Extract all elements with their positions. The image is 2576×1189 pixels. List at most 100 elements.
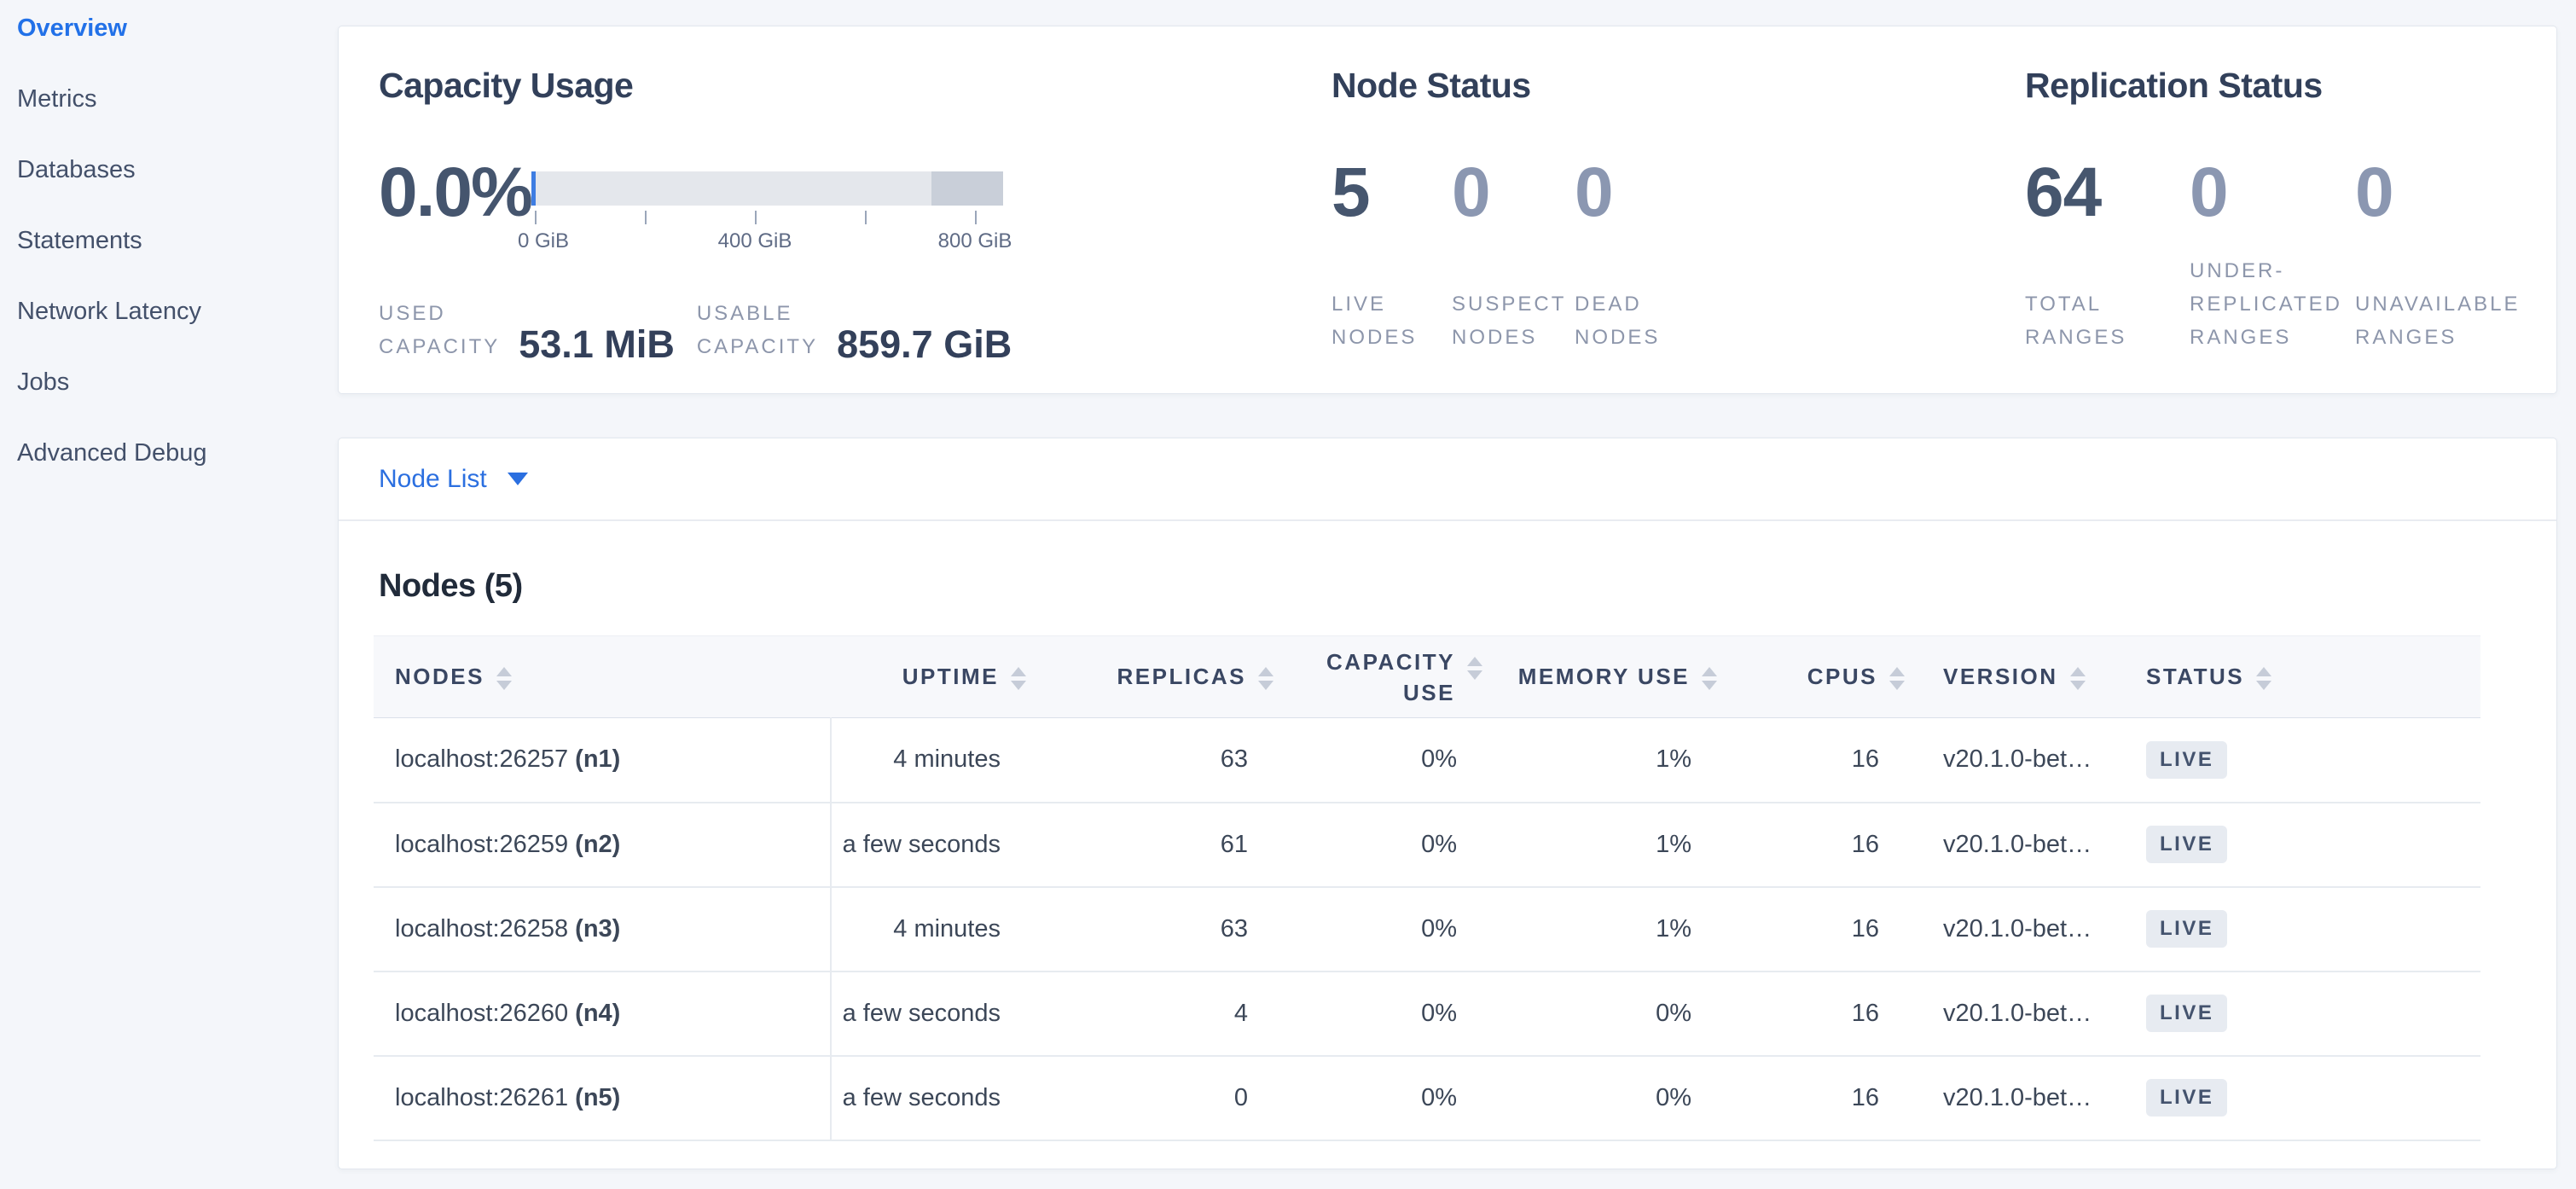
axis-tick-label: 400 GiB (717, 229, 792, 252)
node-list-toolbar: Node List (339, 438, 2556, 521)
memory-use-cell: 0% (1500, 1055, 1738, 1141)
cpus-cell: 16 (1738, 1055, 1926, 1141)
capacity-use-cell: 0% (1295, 717, 1500, 803)
column-header-status[interactable]: STATUS (2139, 635, 2480, 718)
capacity-used-percent: 0.0% (379, 154, 533, 231)
column-header-memory-use[interactable]: MEMORY USE (1500, 635, 1738, 718)
axis-tick (975, 211, 977, 224)
version-cell: v20.1.0-bet… (1926, 802, 2139, 888)
status-cell: LIVE (2139, 971, 2480, 1057)
uptime-cell: a few seconds (831, 802, 1047, 888)
sidebar-item-overview[interactable]: Overview (17, 14, 127, 42)
uptime-cell: 4 minutes (831, 717, 1047, 803)
table-row: localhost:26257 (n1) 4 minutes 63 0% 1% 1… (374, 717, 2480, 803)
node-address-cell: localhost:26259 (n2) (374, 802, 832, 888)
status-cell: LIVE (2139, 1055, 2480, 1141)
cluster-summary-card: Capacity Usage 0.0% 0 GiB 400 GiB 800 Gi… (338, 26, 2557, 394)
column-header-version[interactable]: VERSION (1926, 635, 2139, 718)
column-header-replicas[interactable]: REPLICAS (1047, 635, 1295, 718)
cpus-cell: 16 (1738, 717, 1926, 803)
node-address-cell: localhost:26261 (n5) (374, 1055, 832, 1141)
axis-tick (645, 211, 647, 224)
memory-use-cell: 1% (1500, 717, 1738, 803)
node-list-dropdown[interactable]: Node List (379, 465, 528, 494)
axis-tick (755, 211, 757, 224)
chevron-down-icon (507, 473, 528, 485)
replicas-cell: 61 (1047, 802, 1295, 888)
version-cell: v20.1.0-bet… (1926, 971, 2139, 1057)
sidebar-item-statements[interactable]: Statements (17, 227, 142, 254)
sidebar-item-databases[interactable]: Databases (17, 156, 136, 183)
column-header-uptime[interactable]: UPTIME (831, 635, 1047, 718)
capacity-axis: 0 GiB 400 GiB 800 GiB (518, 206, 1012, 253)
column-header-label: NODES (395, 664, 484, 689)
sidebar: Overview Metrics Databases Statements Ne… (0, 0, 334, 509)
under-replicated-stat: 0 UNDER- REPLICATED RANGES (2190, 154, 2355, 354)
replicas-cell: 63 (1047, 717, 1295, 803)
sidebar-item-metrics[interactable]: Metrics (17, 85, 97, 113)
capacity-use-cell: 0% (1295, 886, 1500, 972)
suspect-nodes-label: SUSPECT NODES (1452, 293, 1567, 349)
dead-nodes-value: 0 (1575, 154, 1614, 231)
status-badge: LIVE (2146, 826, 2228, 863)
status-cell: LIVE (2139, 802, 2480, 888)
live-nodes-label: LIVE NODES (1332, 293, 1418, 349)
column-header-label: VERSION (1943, 664, 2058, 689)
column-header-capacity-use[interactable]: CAPACITY USE (1295, 635, 1500, 718)
column-header-cpus[interactable]: CPUS (1738, 635, 1926, 718)
uptime-cell: 4 minutes (831, 886, 1047, 972)
axis-tick-label: 800 GiB (937, 229, 1012, 252)
nodes-table: NODES UPTIME REPLICAS CAPACITY USE MEMOR… (374, 635, 2480, 1141)
nodes-count-heading: Nodes (5) (379, 568, 523, 604)
table-row: localhost:26259 (n2) a few seconds 61 0% … (374, 802, 2480, 888)
memory-use-cell: 1% (1500, 886, 1738, 972)
capacity-bar-used (531, 171, 536, 206)
node-address-cell: localhost:26257 (n1) (374, 717, 832, 803)
sort-icon (1889, 666, 1905, 690)
sort-icon (1702, 666, 1717, 690)
status-cell: LIVE (2139, 886, 2480, 972)
live-nodes-stat: 5 LIVE NODES (1332, 154, 1452, 354)
under-replicated-value: 0 (2190, 154, 2229, 231)
table-row: localhost:26260 (n4) a few seconds 4 0% 0… (374, 971, 2480, 1057)
column-header-label: CPUS (1807, 664, 1877, 689)
sidebar-item-advanced-debug[interactable]: Advanced Debug (17, 439, 207, 467)
under-replicated-label: UNDER- REPLICATED RANGES (2190, 259, 2342, 349)
sidebar-item-network-latency[interactable]: Network Latency (17, 298, 201, 325)
used-capacity-label: USED CAPACITY (379, 302, 501, 358)
sidebar-item-jobs[interactable]: Jobs (17, 368, 70, 396)
axis-tick-label: 0 GiB (517, 229, 570, 252)
column-header-label: REPLICAS (1117, 664, 1246, 689)
cpus-cell: 16 (1738, 971, 1926, 1057)
status-badge: LIVE (2146, 740, 2228, 779)
usable-capacity-value: 859.7 GiB (837, 322, 1012, 366)
memory-use-cell: 1% (1500, 802, 1738, 888)
replication-status-section: Replication Status 64 TOTAL RANGES 0 UND… (2025, 66, 2521, 393)
sort-icon (1011, 666, 1026, 690)
unavailable-ranges-value: 0 (2355, 154, 2394, 231)
capacity-usage-title: Capacity Usage (379, 66, 634, 105)
capacity-use-cell: 0% (1295, 802, 1500, 888)
capacity-usage-section: Capacity Usage 0.0% 0 GiB 400 GiB 800 Gi… (379, 66, 1332, 393)
sort-icon (496, 666, 512, 690)
node-status-title: Node Status (1332, 66, 1531, 105)
capacity-bar-reserved (931, 171, 1003, 206)
status-badge: LIVE (2146, 1079, 2228, 1116)
column-header-label: UPTIME (902, 664, 999, 689)
memory-use-cell: 0% (1500, 971, 1738, 1057)
dead-nodes-stat: 0 DEAD NODES (1575, 154, 1660, 354)
capacity-use-cell: 0% (1295, 1055, 1500, 1141)
uptime-cell: a few seconds (831, 1055, 1047, 1141)
node-list-card: Node List Nodes (5) NODES UPTIME REPLICA… (338, 438, 2557, 1169)
column-header-label: CAPACITY USE (1326, 648, 1455, 705)
column-header-nodes[interactable]: NODES (374, 635, 831, 718)
capacity-gauge: 0 GiB 400 GiB 800 GiB (518, 171, 1012, 253)
capacity-use-cell: 0% (1295, 971, 1500, 1057)
node-status-section: Node Status 5 LIVE NODES 0 SUSPECT NODES… (1332, 66, 2025, 393)
suspect-nodes-value: 0 (1452, 154, 1491, 231)
axis-tick (535, 211, 537, 224)
live-nodes-value: 5 (1332, 154, 1371, 231)
capacity-bar-track (531, 171, 1003, 206)
suspect-nodes-stat: 0 SUSPECT NODES (1452, 154, 1575, 354)
status-cell: LIVE (2139, 717, 2480, 803)
